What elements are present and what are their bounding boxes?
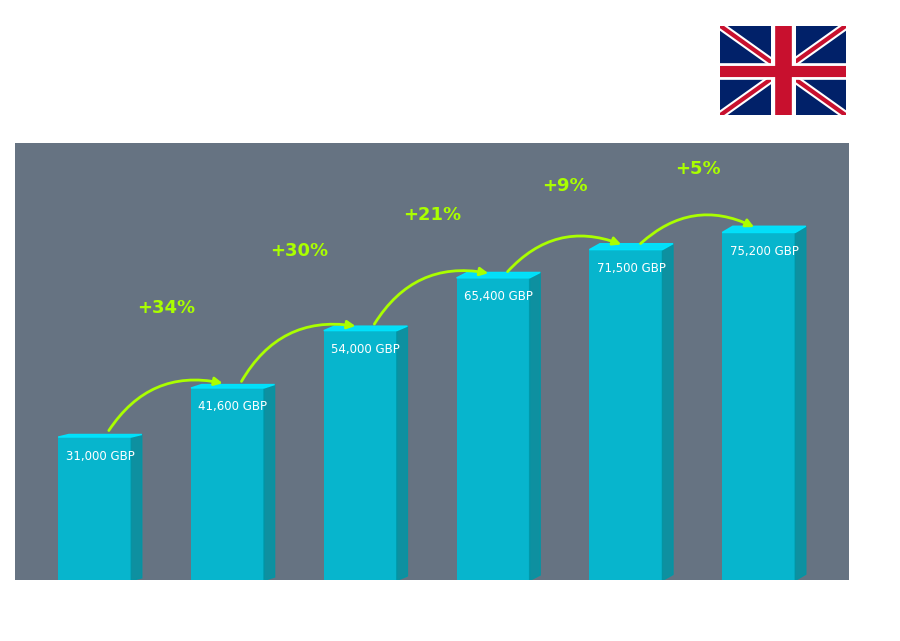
Text: 75,200 GBP: 75,200 GBP bbox=[730, 245, 798, 258]
FancyArrowPatch shape bbox=[641, 215, 752, 244]
Text: 71,500 GBP: 71,500 GBP bbox=[597, 262, 666, 275]
Text: Salary Comparison By Experience: Salary Comparison By Experience bbox=[36, 45, 612, 74]
Polygon shape bbox=[397, 326, 408, 581]
Polygon shape bbox=[58, 435, 142, 437]
Polygon shape bbox=[722, 226, 806, 233]
Text: salary: salary bbox=[424, 613, 476, 628]
FancyArrowPatch shape bbox=[109, 378, 220, 431]
Polygon shape bbox=[131, 435, 142, 581]
Bar bbox=[456, 278, 529, 581]
Text: Average Yearly Salary: Average Yearly Salary bbox=[863, 259, 873, 382]
Text: +30%: +30% bbox=[270, 242, 328, 260]
Text: +5%: +5% bbox=[675, 160, 720, 178]
Polygon shape bbox=[590, 244, 673, 249]
Polygon shape bbox=[264, 385, 274, 581]
Text: +21%: +21% bbox=[403, 206, 461, 224]
Bar bbox=[58, 437, 131, 581]
Text: 41,600 GBP: 41,600 GBP bbox=[198, 401, 267, 413]
Text: 54,000 GBP: 54,000 GBP bbox=[331, 343, 400, 356]
Text: +9%: +9% bbox=[542, 178, 588, 196]
Polygon shape bbox=[456, 272, 540, 278]
Polygon shape bbox=[324, 326, 408, 331]
Polygon shape bbox=[529, 272, 540, 581]
Polygon shape bbox=[191, 385, 274, 388]
Bar bbox=[324, 331, 397, 581]
Text: +34%: +34% bbox=[138, 299, 195, 317]
Bar bbox=[722, 233, 796, 581]
FancyArrowPatch shape bbox=[374, 268, 485, 324]
Polygon shape bbox=[662, 244, 673, 581]
FancyArrowPatch shape bbox=[241, 321, 353, 381]
Text: salaryexplorer.com: salaryexplorer.com bbox=[377, 613, 523, 628]
Text: Customer Sales Support: Customer Sales Support bbox=[36, 90, 272, 109]
Bar bbox=[191, 388, 264, 581]
Bar bbox=[590, 249, 662, 581]
FancyArrowPatch shape bbox=[508, 236, 618, 272]
Text: 31,000 GBP: 31,000 GBP bbox=[66, 449, 134, 463]
Polygon shape bbox=[796, 226, 806, 581]
Text: 65,400 GBP: 65,400 GBP bbox=[464, 290, 533, 303]
